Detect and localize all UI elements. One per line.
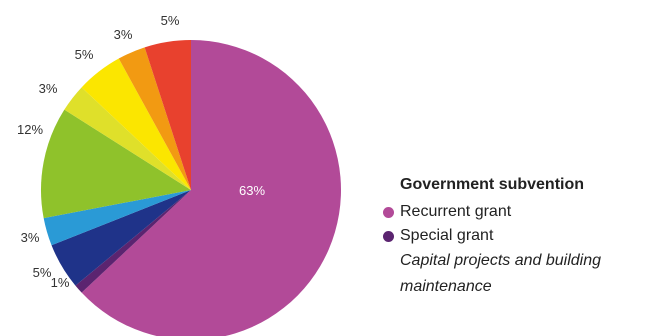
- legend-note: Capital projects and building maintenanc…: [400, 252, 602, 295]
- pie-slice: [51, 190, 191, 286]
- pie-slice: [43, 190, 191, 246]
- slice-label: 63%: [239, 183, 265, 198]
- slice-label: 5%: [33, 265, 52, 280]
- pie-slice: [64, 87, 191, 190]
- legend: Government subvention Recurrent grant Sp…: [383, 176, 670, 300]
- pie-slice: [144, 40, 191, 190]
- slice-label: 3%: [21, 230, 40, 245]
- slice-label: 1%: [51, 275, 70, 290]
- slice-label: 12%: [17, 122, 43, 137]
- pie-slice: [81, 40, 341, 336]
- legend-item-special-grant: Special grant: [383, 224, 670, 248]
- legend-label: Recurrent grant: [400, 203, 512, 220]
- legend-marker-recurrent: [383, 206, 394, 218]
- pie-slice: [41, 109, 192, 219]
- slice-label: 5%: [161, 13, 180, 28]
- pie-slice: [81, 58, 191, 190]
- slice-label: 3%: [39, 81, 58, 96]
- legend-title: Government subvention: [400, 176, 585, 193]
- legend-label: Special grant: [400, 227, 494, 244]
- slice-label: 5%: [75, 47, 94, 62]
- slice-label: 3%: [114, 27, 133, 42]
- legend-item-recurrent-grant: Recurrent grant: [383, 200, 670, 224]
- pie-slice: [75, 190, 191, 293]
- legend-marker-special: [383, 230, 394, 242]
- pie-slice: [118, 47, 191, 191]
